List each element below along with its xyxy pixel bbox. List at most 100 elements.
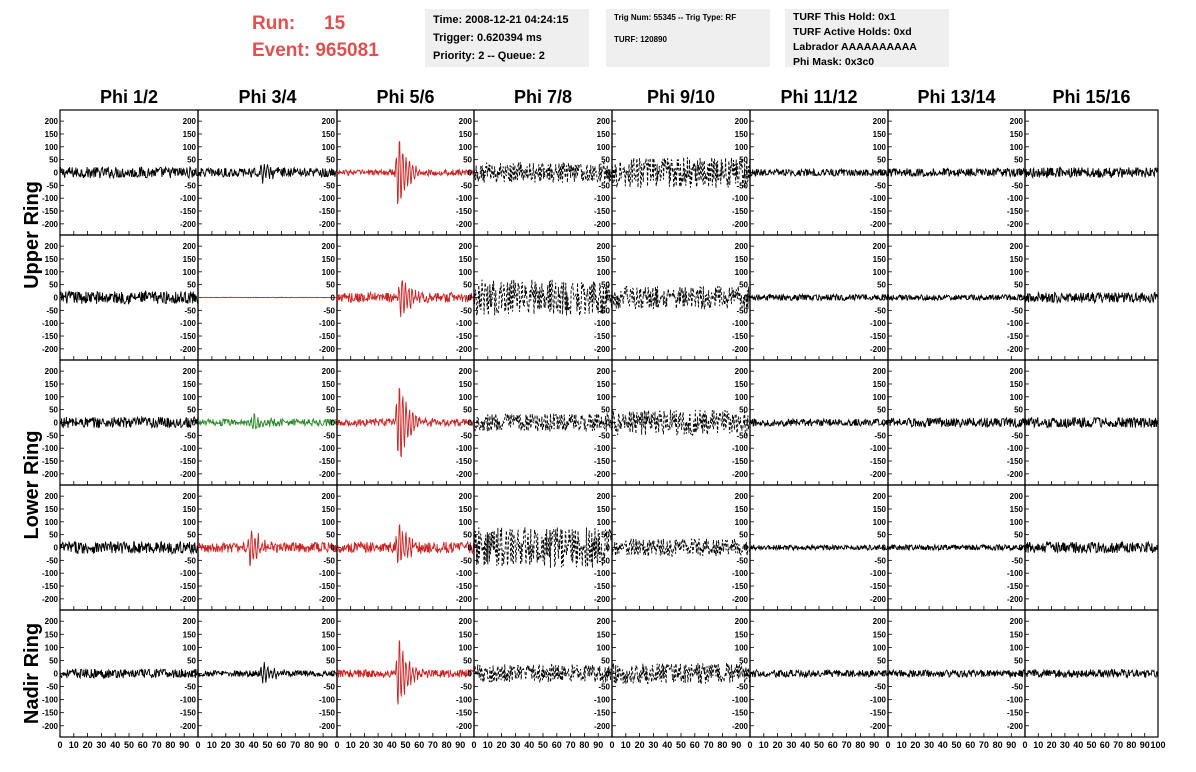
y-tick-label: -50 bbox=[736, 181, 748, 190]
y-tick-label: -50 bbox=[874, 431, 886, 440]
y-tick-label: -200 bbox=[42, 595, 59, 604]
x-tick-label: 80 bbox=[579, 740, 589, 750]
y-tick-label: -50 bbox=[184, 556, 196, 565]
y-tick-label: 200 bbox=[1010, 617, 1024, 626]
y-tick-label: -50 bbox=[184, 181, 196, 190]
y-tick-label: 100 bbox=[45, 643, 59, 652]
y-tick-label: 100 bbox=[735, 518, 749, 527]
waveform-trace bbox=[750, 292, 889, 302]
y-tick-label: 200 bbox=[735, 492, 749, 501]
x-tick-label: 80 bbox=[165, 740, 175, 750]
y-tick-label: 0 bbox=[882, 169, 887, 178]
y-tick-label: -50 bbox=[460, 556, 472, 565]
waveform-trace bbox=[749, 167, 889, 178]
run-value: 15 bbox=[324, 13, 346, 34]
waveform-trace bbox=[611, 538, 751, 558]
waveform-trace bbox=[611, 409, 751, 437]
y-tick-label: -100 bbox=[180, 319, 197, 328]
y-tick-label: 100 bbox=[873, 393, 887, 402]
y-tick-label: 0 bbox=[744, 169, 749, 178]
y-tick-label: 200 bbox=[597, 492, 611, 501]
y-tick-label: 100 bbox=[873, 643, 887, 652]
y-tick-label: -200 bbox=[42, 345, 59, 354]
x-tick-label: 60 bbox=[276, 740, 286, 750]
event-value: 965081 bbox=[315, 40, 379, 61]
y-tick-label: 50 bbox=[49, 156, 58, 165]
y-tick-label: 200 bbox=[45, 492, 59, 501]
x-tick-label: 50 bbox=[951, 740, 961, 750]
y-tick-label: 150 bbox=[597, 255, 611, 264]
y-tick-label: 100 bbox=[597, 268, 611, 277]
y-tick-label: 150 bbox=[45, 630, 59, 639]
trigger-text: Trigger: 0.620394 ms bbox=[433, 32, 542, 44]
column-header: Phi 13/14 bbox=[917, 87, 995, 107]
y-tick-label: 200 bbox=[1010, 242, 1024, 251]
y-tick-label: 100 bbox=[183, 643, 197, 652]
y-tick-label: -150 bbox=[319, 582, 336, 591]
y-tick-label: 0 bbox=[606, 544, 611, 553]
y-tick-label: 150 bbox=[735, 630, 749, 639]
time-info-box: Time: 2008-12-21 04:24:15 Trigger: 0.620… bbox=[425, 9, 589, 67]
y-tick-label: -50 bbox=[323, 683, 335, 692]
waveform-trace bbox=[336, 141, 475, 205]
y-tick-label: 200 bbox=[459, 367, 473, 376]
ring-label: Nadir Ring bbox=[21, 623, 43, 724]
y-tick-label: 0 bbox=[468, 419, 473, 428]
y-tick-label: 50 bbox=[463, 281, 472, 290]
x-tick-label: 50 bbox=[676, 740, 686, 750]
y-tick-label: -200 bbox=[180, 345, 197, 354]
waveform-trace bbox=[1024, 540, 1159, 554]
y-tick-label: -100 bbox=[732, 319, 749, 328]
y-tick-label: -200 bbox=[732, 220, 749, 229]
x-tick-label: 70 bbox=[152, 740, 162, 750]
y-tick-label: 50 bbox=[877, 656, 886, 665]
y-tick-label: -50 bbox=[736, 683, 748, 692]
y-tick-label: 50 bbox=[877, 531, 886, 540]
y-tick-label: 50 bbox=[1014, 656, 1023, 665]
y-tick-label: 100 bbox=[735, 268, 749, 277]
y-tick-label: 0 bbox=[744, 670, 749, 679]
y-tick-label: 50 bbox=[326, 406, 335, 415]
y-tick-label: -150 bbox=[180, 457, 197, 466]
y-tick-label: -200 bbox=[1007, 220, 1024, 229]
y-tick-label: 150 bbox=[873, 380, 887, 389]
x-tick-label: 80 bbox=[1126, 740, 1136, 750]
labrador-text: Labrador AAAAAAAAAA bbox=[793, 41, 917, 53]
y-tick-label: -50 bbox=[460, 683, 472, 692]
y-tick-label: 0 bbox=[192, 544, 197, 553]
y-tick-label: 50 bbox=[463, 156, 472, 165]
y-tick-label: 50 bbox=[463, 406, 472, 415]
x-tick-label: 0 bbox=[1022, 740, 1027, 750]
y-tick-label: 200 bbox=[322, 617, 336, 626]
y-tick-label: 200 bbox=[1010, 492, 1024, 501]
y-tick-label: -150 bbox=[594, 709, 611, 718]
y-tick-label: -50 bbox=[46, 306, 58, 315]
y-tick-label: 0 bbox=[54, 169, 59, 178]
y-tick-label: 100 bbox=[322, 393, 336, 402]
y-tick-label: -50 bbox=[1011, 683, 1023, 692]
x-tick-label: 40 bbox=[387, 740, 397, 750]
y-tick-label: 150 bbox=[597, 130, 611, 139]
y-tick-label: 0 bbox=[331, 169, 336, 178]
y-tick-label: -150 bbox=[42, 207, 59, 216]
y-tick-label: -200 bbox=[180, 470, 197, 479]
y-tick-label: -200 bbox=[180, 722, 197, 731]
x-tick-label: 40 bbox=[662, 740, 672, 750]
y-tick-label: 50 bbox=[326, 656, 335, 665]
y-tick-label: -200 bbox=[1007, 595, 1024, 604]
y-tick-label: 50 bbox=[187, 281, 196, 290]
y-tick-label: 0 bbox=[744, 294, 749, 303]
column-header: Phi 7/8 bbox=[514, 87, 572, 107]
y-tick-label: -150 bbox=[870, 457, 887, 466]
y-tick-label: 0 bbox=[192, 670, 197, 679]
y-tick-label: -50 bbox=[1011, 431, 1023, 440]
column-header: Phi 11/12 bbox=[780, 87, 857, 107]
x-tick-label: 90 bbox=[1006, 740, 1016, 750]
y-tick-label: -150 bbox=[180, 207, 197, 216]
y-tick-label: 150 bbox=[183, 380, 197, 389]
y-tick-label: -50 bbox=[1011, 306, 1023, 315]
x-tick-label: 30 bbox=[373, 740, 383, 750]
y-tick-label: 150 bbox=[183, 130, 197, 139]
turf-info-box: TURF This Hold: 0x1 TURF Active Holds: 0… bbox=[785, 9, 949, 68]
y-tick-label: -50 bbox=[598, 556, 610, 565]
